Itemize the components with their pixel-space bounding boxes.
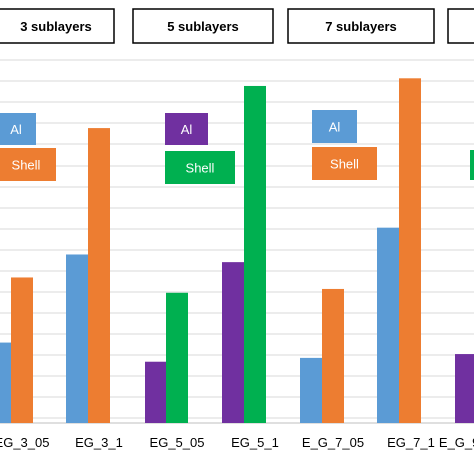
- bar-al: [66, 254, 88, 423]
- group-header-box: [287, 8, 435, 44]
- bar-shell: [399, 78, 421, 424]
- bar-shell: [11, 277, 33, 423]
- x-tick-label: E_G_7_05: [302, 435, 364, 450]
- bar-al: [145, 361, 167, 423]
- bar-al: [300, 357, 322, 423]
- x-tick-label: EG_7_1: [387, 435, 435, 450]
- bar-shell: [166, 292, 188, 423]
- legend-swatch: [165, 151, 235, 184]
- group-header-label: 3 sublayers: [20, 19, 92, 34]
- group-header-label: 5 sublayers: [167, 19, 239, 34]
- legend-label: Al: [10, 122, 22, 137]
- legend-swatch: [312, 110, 357, 143]
- legend-label: Al: [181, 122, 193, 137]
- x-tick-label: E_G_9_05: [439, 435, 474, 450]
- legend-swatch: [0, 113, 36, 145]
- bar-al: [222, 262, 244, 423]
- x-tick-label: EG_3_1: [75, 435, 123, 450]
- bar-shell: [322, 288, 344, 423]
- group-header-box: [0, 8, 115, 44]
- legend-swatch: [0, 148, 56, 181]
- bar-shell: [88, 128, 110, 423]
- legend-label: Shell: [330, 157, 359, 172]
- legend-swatch: [165, 113, 208, 145]
- legend-label: Al: [329, 120, 341, 135]
- bar-shell: [244, 85, 266, 424]
- group-header-box: [447, 8, 474, 44]
- legend-swatch: [312, 147, 377, 180]
- group-header-label: 7 sublayers: [325, 19, 397, 34]
- x-tick-label: EG_3_05: [0, 435, 49, 450]
- x-tick-label: EG_5_05: [150, 435, 205, 450]
- bar-al: [0, 342, 12, 423]
- x-tick-label: EG_5_1: [231, 435, 279, 450]
- bar-al: [455, 354, 474, 423]
- bar-al: [377, 227, 399, 423]
- legend-label: Shell: [186, 161, 215, 176]
- legend-label: Shell: [12, 158, 41, 173]
- group-header-box: [132, 8, 274, 44]
- legend-swatch: [470, 150, 474, 180]
